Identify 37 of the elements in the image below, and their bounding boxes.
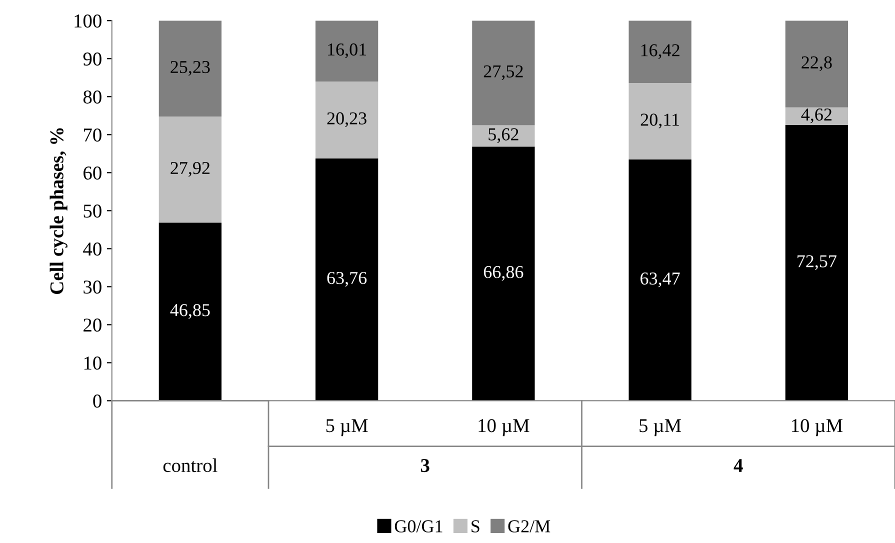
x-tick-label: 10 µM <box>478 419 530 436</box>
text: control <box>163 458 218 472</box>
legend-label: G2/M <box>508 520 550 532</box>
data-label: 27,52 <box>484 65 523 80</box>
data-label: 25,23 <box>170 60 210 76</box>
y-tick-label: 70 <box>84 128 102 142</box>
data-label: 46,85 <box>170 304 210 319</box>
y-tick-label: 80 <box>83 90 102 104</box>
y-tick-label: 10 <box>84 356 102 370</box>
data-label: 4,62 <box>801 108 832 124</box>
y-tick-label: 60 <box>84 166 102 180</box>
y-tick-label: 100 <box>74 14 102 28</box>
data-label: 22,8 <box>802 56 832 72</box>
x-tick-label: 5 µM <box>640 419 682 436</box>
y-tick-label: 20 <box>84 318 102 332</box>
y-tick-label: 90 <box>83 52 102 66</box>
x-tick-label: 5 µM <box>326 419 368 436</box>
y-tick-label: 30 <box>84 280 102 294</box>
data-label: 63,47 <box>640 272 680 288</box>
data-label: 63,76 <box>327 272 367 287</box>
y-tick-label: 50 <box>84 204 102 218</box>
data-label: 20,23 <box>327 112 366 128</box>
legend-label: S <box>472 520 480 532</box>
y-axis-title: Cell cycle phases, % <box>50 128 68 294</box>
text: 3 <box>420 459 430 472</box>
data-label: 72,57 <box>798 255 836 270</box>
data-label: 16,42 <box>641 44 680 59</box>
text: 4 <box>734 459 743 472</box>
data-label: 66,86 <box>484 266 524 281</box>
y-tick-label: 40 <box>83 242 102 256</box>
y-tick-label: 0 <box>93 394 102 408</box>
data-label: 5,62 <box>488 128 518 144</box>
legend-label: G0/G1 <box>394 520 442 532</box>
data-label: 16,01 <box>328 43 366 58</box>
x-tick-label: 10 µM <box>792 419 843 436</box>
data-label: 27,92 <box>170 162 210 177</box>
data-label: 20,11 <box>640 114 679 128</box>
